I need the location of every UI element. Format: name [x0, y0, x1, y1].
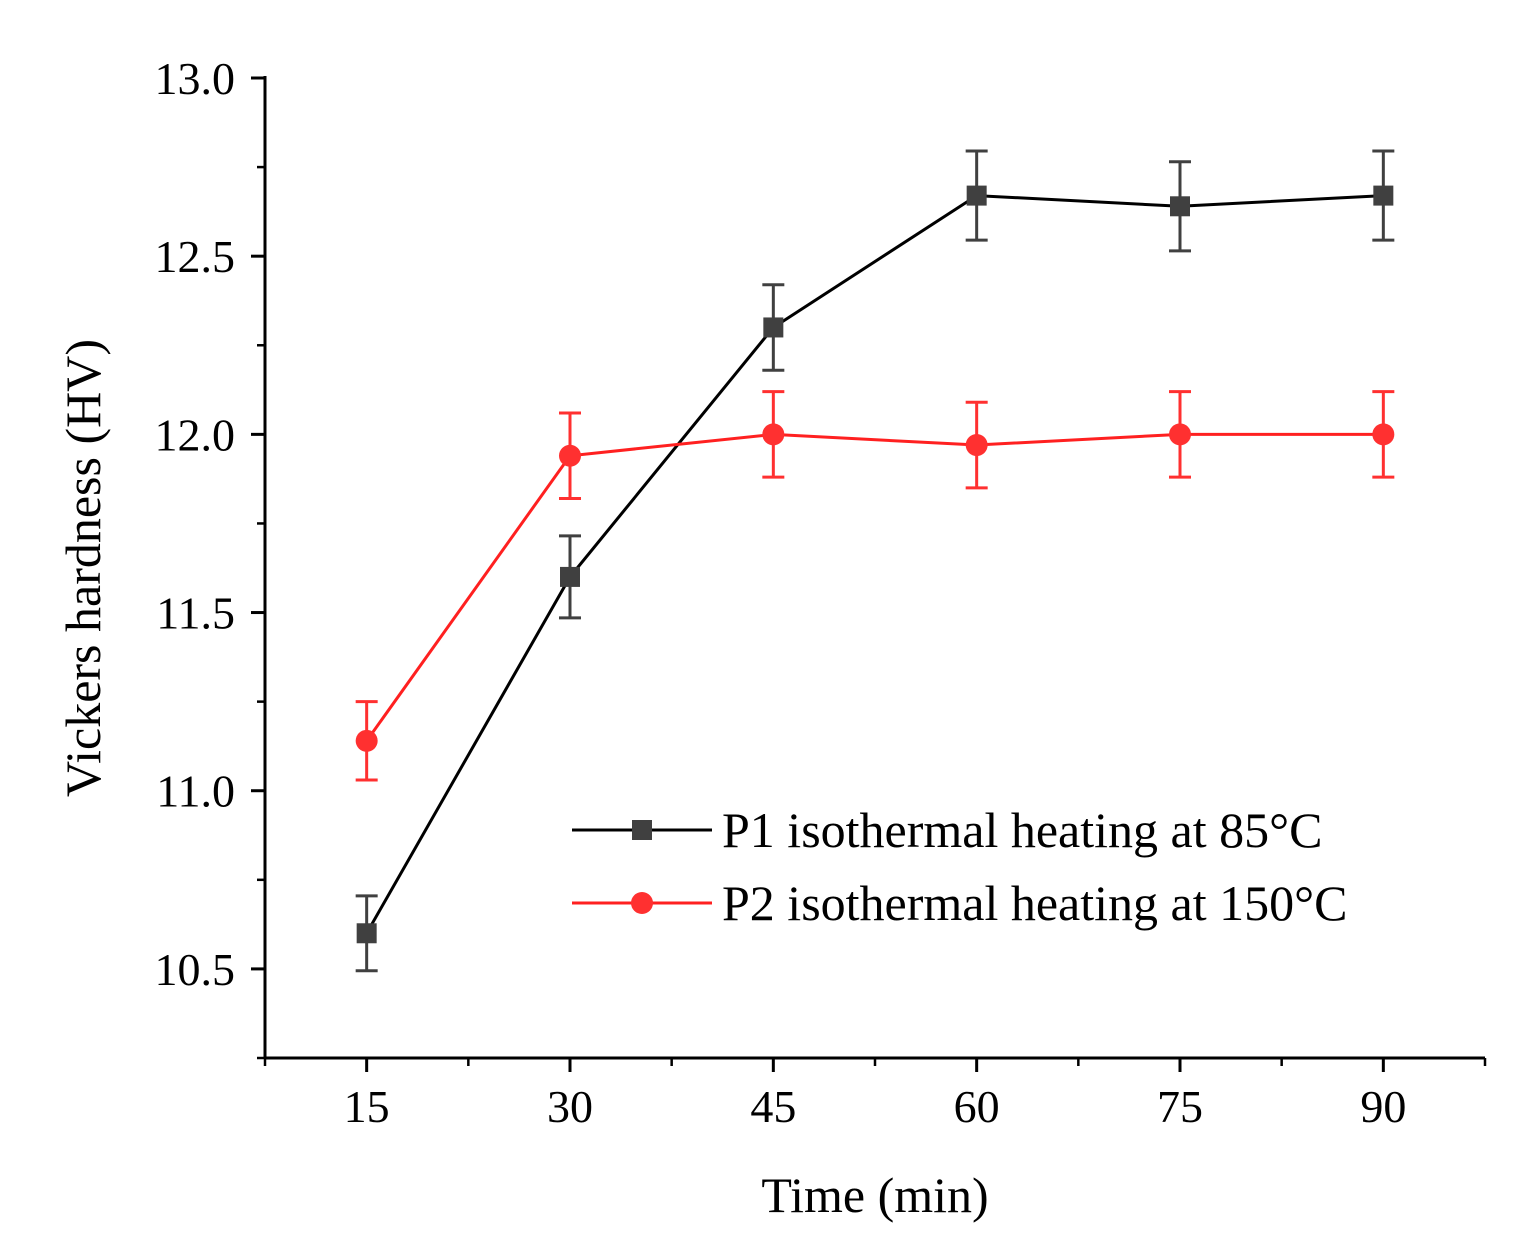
plot-area — [355, 149, 1395, 973]
y-tick-label: 12.0 — [155, 409, 236, 460]
x-tick-label: 60 — [954, 1081, 1000, 1132]
x-axis-title: Time (min) — [761, 1167, 988, 1223]
y-tick-label: 12.5 — [155, 231, 236, 282]
y-tick-label: 13.0 — [155, 53, 236, 104]
x-tick-label: 15 — [344, 1081, 390, 1132]
legend-label: P2 isothermal heating at 150°C — [722, 875, 1347, 931]
data-point — [559, 444, 581, 467]
legend-marker — [631, 892, 653, 914]
legend-marker — [632, 820, 652, 840]
axes: 10.5 11.0 11.5 12.0 12.5 13.0 15 30 45 60 75 90 — [155, 53, 1487, 1132]
legend-entry-2: P2 isothermal heating at 150°C — [572, 875, 1347, 931]
data-point — [355, 729, 378, 752]
series-2 — [355, 390, 1395, 782]
y-axis-title: Vickers hardness (HV) — [55, 339, 111, 797]
data-point — [560, 566, 580, 587]
y-tick-label: 11.0 — [156, 766, 235, 817]
x-tick-label: 75 — [1157, 1081, 1203, 1132]
x-tick-label: 45 — [750, 1081, 796, 1132]
data-point — [1373, 185, 1394, 206]
y-tick-label: 10.5 — [155, 944, 236, 995]
data-point — [1170, 196, 1190, 217]
series-line — [365, 432, 1384, 742]
legend: P1 isothermal heating at 85°C P2 isotherm… — [572, 802, 1347, 931]
x-tick-label: 90 — [1360, 1081, 1406, 1132]
series-line — [365, 194, 1384, 935]
data-point — [763, 317, 784, 338]
data-point — [966, 185, 987, 206]
data-point — [1372, 423, 1395, 446]
legend-entry-1: P1 isothermal heating at 85°C — [572, 802, 1322, 858]
legend-label: P1 isothermal heating at 85°C — [722, 802, 1322, 858]
data-point — [1169, 423, 1191, 446]
x-tick-label: 30 — [547, 1081, 593, 1132]
series-1 — [355, 149, 1395, 973]
data-point — [356, 923, 377, 944]
data-point — [762, 423, 785, 446]
data-point — [965, 434, 988, 457]
y-tick-label: 11.5 — [156, 588, 235, 639]
